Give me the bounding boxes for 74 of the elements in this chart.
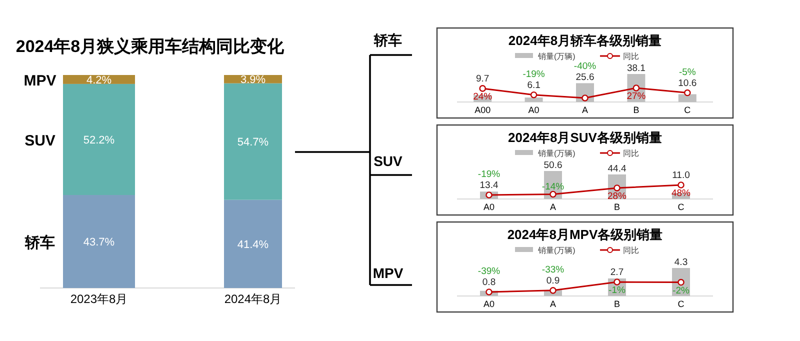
x-tick-label: A: [550, 202, 556, 212]
data-label: 41.4%: [237, 238, 269, 251]
text: 轿车: [373, 32, 402, 48]
chart-title: 2024年8月MPV各级别销量: [507, 227, 663, 242]
legend-label: 销量(万辆): [537, 149, 576, 158]
x-tick-label: B: [614, 202, 620, 212]
series-label: MPV: [24, 72, 56, 90]
x-tick-label: 2024年8月: [224, 292, 282, 306]
point: [684, 89, 691, 96]
data-label: 0.8: [482, 277, 496, 288]
data-label: 4.2%: [86, 74, 112, 86]
point: [479, 85, 486, 92]
data-label: 25.6: [576, 72, 594, 84]
x-tick-label: C: [678, 299, 685, 309]
point: [486, 288, 492, 296]
data-label: 9.7: [476, 73, 490, 84]
point: [550, 190, 556, 198]
legend-label: 销量(万辆): [537, 52, 576, 61]
legend-label: 同比: [623, 149, 639, 158]
data-label: 54.7%: [237, 136, 269, 149]
data-label: -40%: [574, 61, 597, 72]
data-label: -14%: [542, 181, 565, 192]
text: MPV: [372, 265, 404, 281]
data-label: 11.0: [672, 170, 690, 181]
point: [614, 278, 620, 286]
data-label: 44.4: [608, 163, 626, 174]
x-tick-label: A0: [483, 299, 495, 309]
data-label: 10.6: [678, 78, 697, 89]
x-tick-label: B: [614, 299, 620, 309]
data-label: 4.3: [674, 257, 688, 268]
data-label: 48%: [671, 188, 692, 199]
data-label: -19%: [478, 169, 501, 180]
data-label: -33%: [542, 264, 565, 276]
data-label: 43.7%: [83, 236, 115, 249]
point: [582, 94, 588, 102]
bar: [678, 94, 696, 102]
data-label: -2%: [672, 285, 690, 296]
data-label: 24%: [473, 91, 493, 102]
text: SUV: [374, 153, 404, 169]
data-label: 0.9: [546, 275, 560, 286]
x-tick-label: A0: [528, 105, 540, 115]
x-tick-label: C: [684, 105, 692, 115]
series-label: 轿车: [24, 234, 55, 252]
x-tick-label: A00: [474, 105, 491, 115]
point: [550, 287, 556, 294]
bar: [524, 98, 543, 102]
x-tick-label: C: [678, 202, 685, 212]
data-label: -19%: [522, 68, 546, 80]
x-tick-label: A0: [483, 202, 495, 212]
series-label: SUV: [24, 132, 56, 150]
data-label: 6.1: [527, 80, 540, 91]
chart-title: 2024年8月狭义乘用车结构同比变化: [16, 37, 286, 56]
x-tick-label: 2023年8月: [70, 292, 128, 306]
chart-title: 2024年8月SUV各级别销量: [508, 130, 662, 145]
point: [678, 182, 684, 188]
data-label: 28%: [607, 190, 628, 202]
data-label: 2.7: [610, 267, 624, 278]
x-tick-label: B: [633, 105, 640, 115]
data-label: 3.9%: [240, 74, 266, 86]
data-label: -39%: [478, 266, 501, 277]
data-label: 38.1: [626, 63, 646, 74]
data-label: -5%: [678, 66, 696, 78]
x-tick-label: A: [550, 299, 556, 309]
x-tick-label: A: [582, 105, 588, 115]
data-label: 13.4: [480, 180, 498, 191]
data-label: 52.2%: [83, 134, 115, 146]
data-label: -1%: [608, 285, 626, 296]
data-label: 50.6: [544, 160, 562, 171]
point: [530, 91, 538, 98]
chart-title: 2024年8月轿车各级别销量: [508, 33, 662, 48]
legend-label: 同比: [623, 52, 639, 61]
data-label: 27%: [626, 91, 646, 102]
legend-label: 同比: [623, 246, 639, 255]
legend-label: 销量(万辆): [537, 246, 576, 255]
